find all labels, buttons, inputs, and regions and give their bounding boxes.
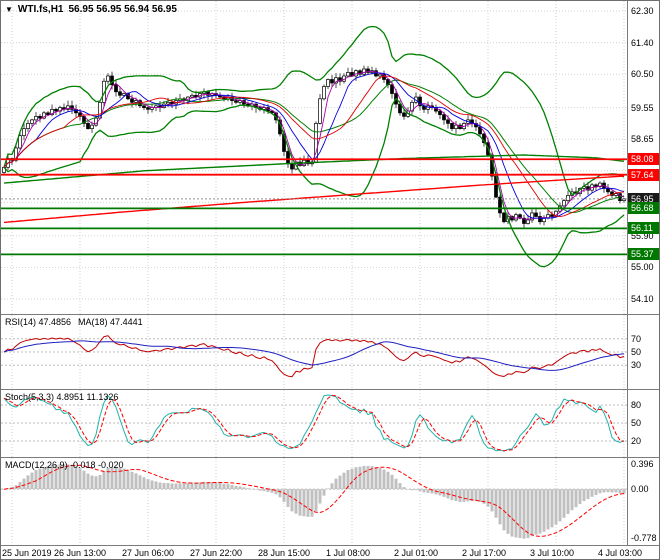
- macd-axis-label: -0.778: [631, 533, 657, 543]
- time-axis-label: 26 Jun 13:00: [54, 548, 107, 558]
- stoch-readout: Stoch(5,3,3) 4.8951 11.1326: [5, 392, 119, 402]
- macd-indicator-panel[interactable]: MACD(12,26,9) -0.018 -0.020: [1, 458, 627, 545]
- stoch-title: Stoch(5,3,3) 4.8951 11.1326: [5, 392, 118, 402]
- level-price-badge: 57.64: [628, 168, 659, 181]
- price-axis-label: 58.65: [631, 134, 654, 145]
- price-axis-label: 54.10: [631, 294, 654, 304]
- level-price-badge: 56.11: [628, 222, 659, 235]
- price-axis-label: 55.90: [631, 230, 654, 241]
- panel-resize-handle[interactable]: [1, 389, 659, 390]
- macd-readout: MACD(12,26,9) -0.018 -0.020: [5, 460, 124, 470]
- main-chart-panel[interactable]: ▼ WTI.fs,H1 56.95 56.95 56.94 56.95: [1, 1, 627, 314]
- macd-axis-label: 0.00: [631, 484, 649, 495]
- price-axis-label: 55.00: [631, 262, 654, 273]
- chart-title: ▼ WTI.fs,H1 56.95 56.95 56.94 56.95: [5, 4, 177, 15]
- main-chart-canvas: [1, 1, 627, 314]
- price-axis[interactable]: 62.30 61.40 60.50 59.55 58.65 55.90 55.00 54.10…: [627, 1, 659, 545]
- level-price-badge: 55.37: [628, 248, 659, 261]
- time-axis-label: 1 Jul 08:00: [326, 548, 371, 558]
- stochastic-indicator-panel[interactable]: Stoch(5,3,3) 4.8951 11.1326: [1, 390, 627, 457]
- price-axis-label: 61.40: [631, 37, 654, 48]
- stoch-axis-label: 80: [631, 400, 642, 410]
- panel-resize-handle[interactable]: [1, 314, 659, 315]
- time-axis-label: 25 Jun 2019: [2, 548, 52, 558]
- time-axis-label: 2 Jul 01:00: [394, 548, 439, 558]
- rsi-ma-readout: MA(18) 47.4441: [78, 317, 143, 327]
- macd-axis-label: 0.396: [631, 459, 654, 469]
- price-axis-label: 59.55: [631, 102, 654, 113]
- time-axis-label: 27 Jun 22:00: [190, 548, 243, 558]
- price-axis-label: 62.30: [631, 6, 654, 16]
- panel-resize-handle[interactable]: [1, 545, 659, 546]
- symbol-timeframe-label: WTI.fs,H1: [17, 4, 64, 15]
- stoch-axis-label: 50: [631, 418, 642, 428]
- ohlc-readout: 56.95 56.95 56.94 56.95: [68, 4, 177, 15]
- current-price-badge: 56.95: [628, 192, 659, 205]
- time-axis[interactable]: 25 Jun 2019 26 Jun 13:00 27 Jun 06:00 27 Ju…: [1, 546, 659, 559]
- level-price-badge: 58.08: [628, 153, 659, 166]
- time-axis-label: 3 Jul 10:00: [530, 548, 575, 558]
- time-axis-label: 28 Jun 15:00: [258, 548, 311, 558]
- rsi-readout: RSI(14) 47.4856: [5, 317, 72, 327]
- rsi-chart-canvas: [1, 315, 627, 389]
- rsi-axis-label: 30: [631, 360, 642, 371]
- price-axis-label: 60.50: [631, 69, 654, 80]
- rsi-indicator-panel[interactable]: RSI(14) 47.4856 MA(18) 47.4441: [1, 315, 627, 389]
- rsi-axis-label: 50: [631, 347, 642, 357]
- stoch-axis-label: 20: [631, 436, 642, 446]
- time-axis-label: 2 Jul 17:00: [462, 548, 507, 558]
- macd-chart-canvas: [1, 458, 627, 545]
- chart-shift-marker-icon[interactable]: ▼: [5, 4, 13, 14]
- time-axis-label: 27 Jun 06:00: [122, 548, 175, 558]
- level-price-badge: 56.68: [628, 202, 659, 215]
- panel-resize-handle[interactable]: [1, 457, 659, 458]
- macd-title: MACD(12,26,9) -0.018 -0.020: [5, 460, 124, 470]
- stoch-chart-canvas: [1, 390, 627, 457]
- rsi-title: RSI(14) 47.4856 MA(18) 47.4441: [5, 317, 143, 327]
- rsi-axis-label: 70: [631, 333, 642, 344]
- time-axis-label: 4 Jul 03:00: [598, 548, 643, 558]
